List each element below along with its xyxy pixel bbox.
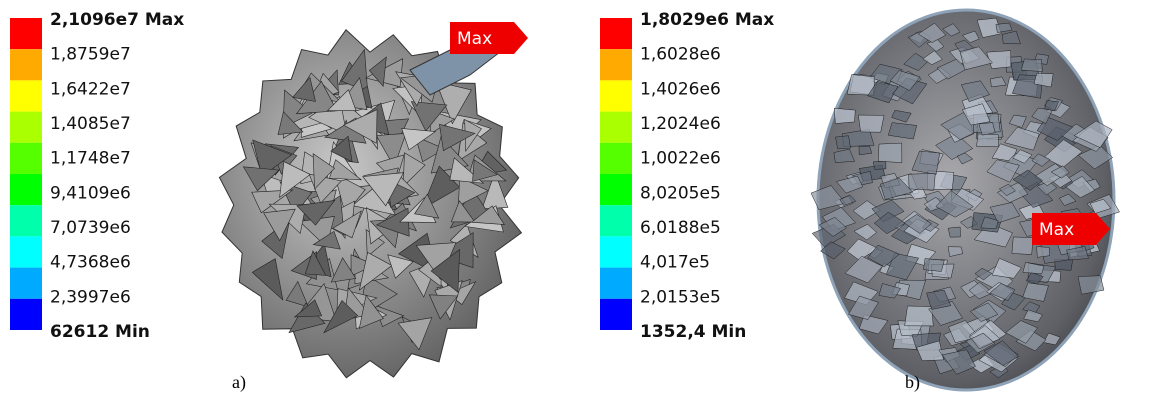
legend-label: 9,4109e6 <box>50 183 131 203</box>
mesh-render-a <box>219 30 525 378</box>
legend-label: 2,3997e6 <box>50 287 131 307</box>
legend-swatch <box>10 268 42 299</box>
legend-label: 1,6028e6 <box>640 45 721 65</box>
legend-label: 6,0188e5 <box>640 218 721 238</box>
legend-swatch <box>10 18 42 49</box>
mesh-facet <box>873 161 886 169</box>
mesh-facet <box>1037 247 1050 258</box>
mesh-facet <box>923 259 944 272</box>
legend-label: 62612 Min <box>50 322 150 342</box>
legend-swatch <box>600 143 632 174</box>
legend-label: 2,1096e7 Max <box>50 10 184 30</box>
legend-swatch <box>600 112 632 143</box>
legend-label: 2,0153e5 <box>640 287 721 307</box>
legend-swatch <box>600 174 632 205</box>
legend-swatch <box>600 268 632 299</box>
legend-swatch <box>10 205 42 236</box>
legend-label: 1,0022e6 <box>640 149 721 169</box>
mesh-facet <box>977 134 999 147</box>
legend-label: 1,1748e7 <box>50 149 131 169</box>
mesh-facet <box>1012 237 1033 255</box>
mesh-facet <box>1078 276 1104 295</box>
max-label: Max <box>1039 220 1074 240</box>
mesh-facet <box>948 227 960 237</box>
legend-label: 7,0739e6 <box>50 218 131 238</box>
mesh-render-b <box>811 10 1120 390</box>
legend-swatch <box>600 18 632 49</box>
legend-swatch <box>600 49 632 80</box>
mesh-facet <box>859 146 872 155</box>
legend-label: 8,0205e5 <box>640 183 721 203</box>
figure: 2,1096e7 Max 1,8759e7 1,6422e7 1,4085e7 1,17… <box>0 0 1166 401</box>
legend-swatch <box>600 205 632 236</box>
legend-swatch <box>600 236 632 267</box>
legend-swatch <box>10 49 42 80</box>
legend-swatch <box>600 299 632 330</box>
legend-label: 4,017e5 <box>640 253 710 273</box>
legend-swatch <box>10 80 42 111</box>
max-label: Max <box>457 29 492 49</box>
legend-swatch <box>10 112 42 143</box>
mesh-facet <box>878 143 902 163</box>
mesh-facet <box>909 173 936 190</box>
mesh-facet <box>1021 59 1042 72</box>
legend-label: 1352,4 Min <box>640 322 746 342</box>
mesh-facet <box>834 108 855 123</box>
legend-label: 1,2024e6 <box>640 114 721 134</box>
legend-swatch <box>10 174 42 205</box>
legend-label: 1,8759e7 <box>50 45 131 65</box>
legend-label: 4,7368e6 <box>50 253 131 273</box>
legend-swatch <box>600 80 632 111</box>
legend-swatch <box>10 299 42 330</box>
caption: a) <box>232 372 246 393</box>
mesh-facet <box>858 115 884 132</box>
mesh-facet <box>835 136 850 149</box>
legend-label: 1,4085e7 <box>50 114 131 134</box>
legend-swatch <box>10 236 42 267</box>
legend-swatch <box>10 143 42 174</box>
legend-label: 1,4026e6 <box>640 79 721 99</box>
legend-label: 1,8029e6 Max <box>640 10 774 30</box>
caption: b) <box>905 372 920 393</box>
legend-label: 1,6422e7 <box>50 79 131 99</box>
